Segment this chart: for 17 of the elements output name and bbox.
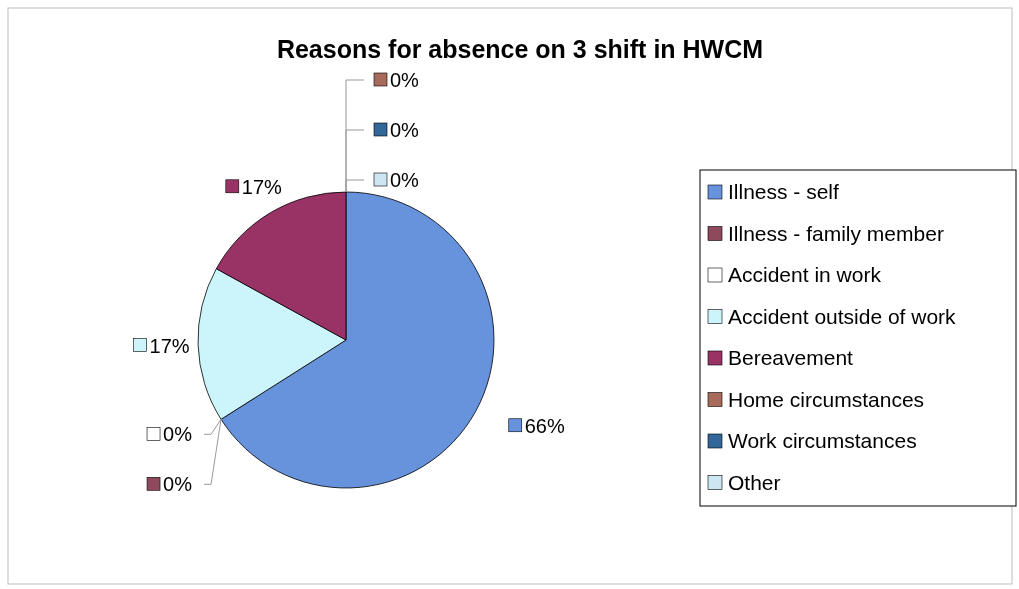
data-label: 17% [241, 175, 283, 198]
legend-label: Work circumstances [728, 429, 917, 452]
text: 0% [163, 423, 192, 446]
legend-label: Bereavement [728, 346, 854, 369]
text: 0% [390, 119, 419, 141]
legend-label: Accident in work [728, 263, 882, 286]
legend-label: Illness - self [728, 180, 840, 203]
data-label: 66% [524, 414, 565, 437]
data-label: 17% [149, 334, 190, 357]
legend-label: Accident outside of work [728, 304, 957, 328]
text: 0% [390, 169, 419, 191]
legend-label: Other [728, 470, 781, 494]
chart-title: Reasons for absence on 3 shift in HWCM [276, 35, 764, 63]
text: 0% [390, 69, 419, 91]
legend-label: Illness - family member [728, 221, 944, 245]
text: 0% [163, 473, 192, 496]
legend-label: Home circumstances [728, 387, 925, 411]
